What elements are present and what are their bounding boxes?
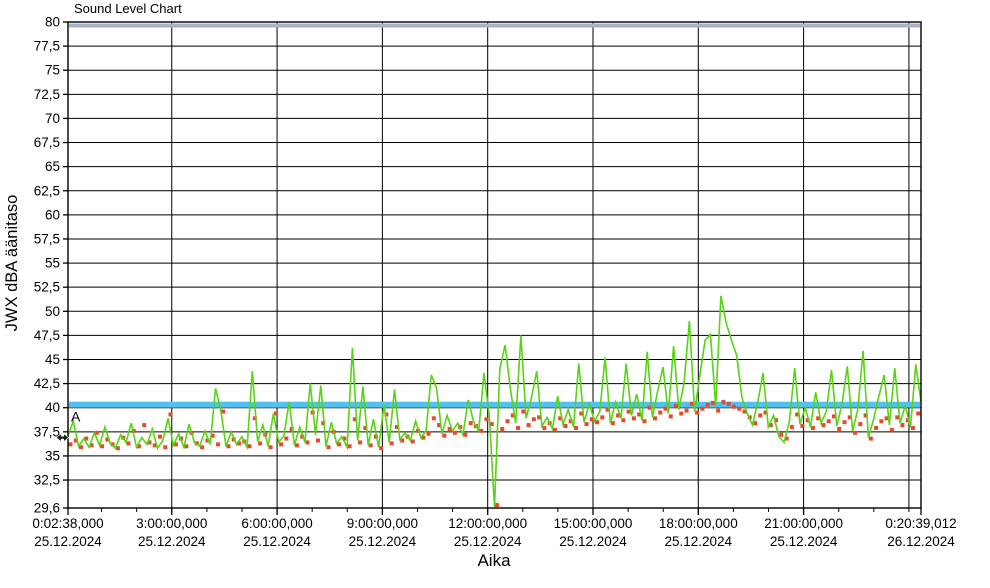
plot-frame (67, 21, 922, 509)
svg-text:77,5: 77,5 (34, 39, 60, 54)
svg-text:25.12.2024: 25.12.2024 (243, 534, 311, 549)
svg-text:72,5: 72,5 (34, 87, 60, 102)
x-tick-labels: 0:02:38,000 25.12.2024 3:00:00,000 25.12.20… (32, 516, 956, 549)
svg-text:25.12.2024: 25.12.2024 (138, 534, 206, 549)
svg-text:25.12.2024: 25.12.2024 (34, 534, 102, 549)
x-axis-title: Aika (477, 551, 511, 570)
svg-text:57,5: 57,5 (34, 231, 60, 246)
svg-text:0:02:38,000: 0:02:38,000 (32, 516, 103, 531)
svg-text:18:00:00,000: 18:00:00,000 (659, 516, 738, 531)
chart-title: Sound Level Chart (74, 1, 182, 16)
svg-text:47,5: 47,5 (34, 328, 60, 343)
mouse-cursor-icon (55, 432, 70, 443)
svg-text:50: 50 (45, 304, 60, 319)
svg-text:32,5: 32,5 (34, 473, 60, 488)
svg-text:60: 60 (45, 207, 60, 222)
svg-text:67,5: 67,5 (34, 135, 60, 150)
svg-text:37,5: 37,5 (34, 424, 60, 439)
svg-text:25.12.2024: 25.12.2024 (349, 534, 417, 549)
svg-text:45: 45 (45, 352, 60, 367)
svg-text:29,6: 29,6 (34, 501, 60, 516)
svg-text:40: 40 (45, 400, 60, 415)
y-tick-labels: 80 77,5 75 72,5 70 67,5 65 62,5 60 57,5 55 52,5 50 47… (34, 15, 60, 516)
plot-background (68, 22, 921, 508)
svg-text:65: 65 (45, 159, 60, 174)
svg-text:25.12.2024: 25.12.2024 (559, 534, 627, 549)
svg-text:80: 80 (45, 15, 60, 30)
series-green-line (67, 295, 922, 508)
svg-text:6:00:00,000: 6:00:00,000 (241, 516, 312, 531)
y-ticks (63, 21, 68, 509)
x-ticks (67, 508, 922, 515)
svg-text:9:00:00,000: 9:00:00,000 (347, 516, 418, 531)
svg-text:0:20:39,012: 0:20:39,012 (885, 516, 956, 531)
svg-text:75: 75 (45, 63, 60, 78)
svg-text:25.12.2024: 25.12.2024 (770, 534, 838, 549)
svg-text:62,5: 62,5 (34, 183, 60, 198)
svg-text:35: 35 (45, 448, 60, 463)
svg-text:25.12.2024: 25.12.2024 (665, 534, 733, 549)
svg-text:21:00:00,000: 21:00:00,000 (764, 516, 843, 531)
svg-text:55: 55 (45, 256, 60, 271)
svg-text:15:00:00,000: 15:00:00,000 (554, 516, 633, 531)
limit-line-upper (69, 23, 920, 28)
limit-line-A-label: A (71, 409, 81, 425)
svg-text:52,5: 52,5 (34, 280, 60, 295)
svg-text:12:00:00,000: 12:00:00,000 (448, 516, 527, 531)
svg-text:25.12.2024: 25.12.2024 (454, 534, 522, 549)
svg-text:70: 70 (45, 111, 60, 126)
svg-text:26.12.2024: 26.12.2024 (887, 534, 955, 549)
svg-text:3:00:00,000: 3:00:00,000 (136, 516, 207, 531)
svg-text:42,5: 42,5 (34, 376, 60, 391)
limit-line-A (69, 401, 920, 408)
